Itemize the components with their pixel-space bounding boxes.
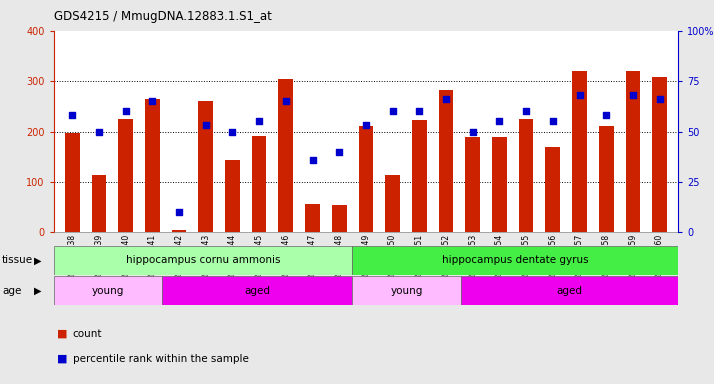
Bar bbox=[332, 205, 346, 232]
Point bbox=[654, 96, 665, 102]
Bar bbox=[198, 101, 213, 232]
Text: percentile rank within the sample: percentile rank within the sample bbox=[73, 354, 248, 364]
Bar bbox=[358, 126, 373, 232]
Bar bbox=[599, 126, 613, 232]
Point bbox=[94, 128, 105, 135]
Bar bbox=[438, 90, 453, 232]
Text: hippocampus dentate gyrus: hippocampus dentate gyrus bbox=[442, 255, 588, 265]
Text: ■: ■ bbox=[57, 329, 68, 339]
Text: ▶: ▶ bbox=[34, 255, 41, 265]
Point bbox=[333, 149, 345, 155]
Bar bbox=[91, 175, 106, 232]
Bar bbox=[54, 246, 352, 275]
Point bbox=[253, 118, 265, 124]
Point bbox=[547, 118, 558, 124]
Bar bbox=[466, 137, 480, 232]
Point bbox=[227, 128, 238, 135]
Bar bbox=[492, 137, 507, 232]
Text: count: count bbox=[73, 329, 102, 339]
Point bbox=[200, 122, 211, 129]
Bar bbox=[119, 119, 133, 232]
Point bbox=[174, 209, 185, 215]
Point bbox=[600, 112, 612, 118]
Bar bbox=[278, 79, 293, 232]
Bar bbox=[386, 175, 400, 232]
Point bbox=[146, 98, 158, 104]
Bar bbox=[545, 147, 560, 232]
Bar bbox=[461, 276, 678, 305]
Bar bbox=[252, 136, 266, 232]
Bar bbox=[625, 71, 640, 232]
Bar bbox=[305, 204, 320, 232]
Bar bbox=[54, 276, 162, 305]
Text: hippocampus cornu ammonis: hippocampus cornu ammonis bbox=[126, 255, 280, 265]
Bar bbox=[225, 160, 240, 232]
Text: ■: ■ bbox=[57, 354, 68, 364]
Bar bbox=[352, 246, 678, 275]
Bar bbox=[171, 230, 186, 232]
Point bbox=[441, 96, 452, 102]
Point bbox=[361, 122, 372, 129]
Text: GDS4215 / MmugDNA.12883.1.S1_at: GDS4215 / MmugDNA.12883.1.S1_at bbox=[54, 10, 271, 23]
Text: ▶: ▶ bbox=[34, 286, 41, 296]
Bar bbox=[519, 119, 533, 232]
Bar bbox=[65, 132, 79, 232]
Point bbox=[280, 98, 291, 104]
Bar bbox=[162, 276, 352, 305]
Point bbox=[574, 92, 585, 98]
Point bbox=[467, 128, 478, 135]
Point bbox=[120, 108, 131, 114]
Text: young: young bbox=[91, 286, 124, 296]
Bar bbox=[412, 121, 427, 232]
Point bbox=[627, 92, 638, 98]
Bar bbox=[572, 71, 587, 232]
Text: young: young bbox=[391, 286, 423, 296]
Point bbox=[413, 108, 425, 114]
Point bbox=[307, 157, 318, 163]
Text: tissue: tissue bbox=[2, 255, 34, 265]
Point bbox=[387, 108, 398, 114]
Bar bbox=[653, 77, 667, 232]
Text: aged: aged bbox=[244, 286, 271, 296]
Text: age: age bbox=[2, 286, 21, 296]
Point bbox=[493, 118, 505, 124]
Point bbox=[66, 112, 78, 118]
Bar bbox=[145, 99, 160, 232]
Bar bbox=[352, 276, 461, 305]
Point bbox=[521, 108, 532, 114]
Text: aged: aged bbox=[557, 286, 583, 296]
